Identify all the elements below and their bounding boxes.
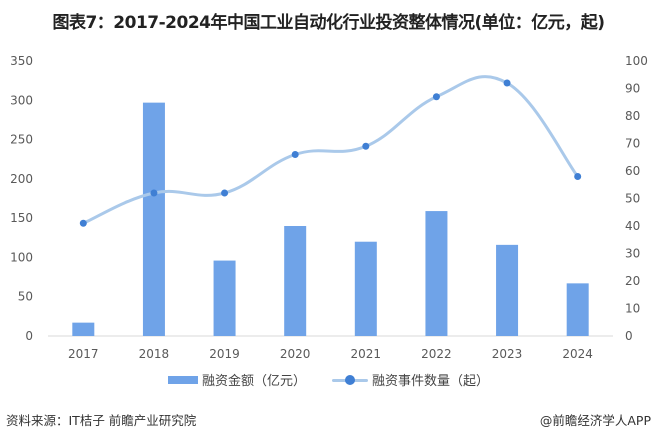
legend-item-bar: 融资金额（亿元） bbox=[167, 370, 306, 389]
x-tick-label: 2019 bbox=[209, 347, 240, 361]
left-tick-label: 100 bbox=[10, 250, 33, 264]
line-marker bbox=[362, 142, 370, 150]
brand-note: @前瞻经济学人APP bbox=[539, 413, 651, 428]
bar bbox=[213, 260, 236, 336]
x-tick-label: 2020 bbox=[280, 347, 311, 361]
right-tick-label: 40 bbox=[625, 219, 640, 233]
x-tick-label: 2024 bbox=[562, 347, 593, 361]
line-swatch-icon bbox=[332, 374, 368, 385]
left-tick-label: 250 bbox=[10, 133, 33, 147]
bar bbox=[566, 283, 589, 336]
bar bbox=[284, 226, 307, 336]
chart-title: 图表7：2017-2024年中国工业自动化行业投资整体情况(单位：亿元，起) bbox=[52, 13, 605, 33]
left-tick-label: 300 bbox=[10, 93, 33, 107]
x-tick-label: 2018 bbox=[139, 347, 170, 361]
left-tick-label: 200 bbox=[10, 172, 33, 186]
bar bbox=[496, 244, 519, 336]
bar-series bbox=[72, 102, 589, 337]
x-tick-label: 2017 bbox=[68, 347, 99, 361]
right-tick-label: 60 bbox=[625, 164, 640, 178]
line-marker bbox=[79, 219, 87, 227]
x-tick-label: 2023 bbox=[492, 347, 523, 361]
bar bbox=[425, 211, 448, 336]
legend-line-label: 融资事件数量（起） bbox=[372, 374, 490, 389]
left-tick-label: 50 bbox=[18, 290, 33, 304]
right-tick-label: 30 bbox=[625, 247, 640, 261]
left-axis-ticks: 0 50 100 150 200 250 300 350 bbox=[10, 54, 33, 343]
right-tick-label: 20 bbox=[625, 274, 640, 288]
bar bbox=[72, 322, 95, 336]
right-tick-label: 50 bbox=[625, 192, 640, 206]
x-axis-ticks: 2017 2018 2019 2020 2021 2022 2023 2024 bbox=[68, 347, 593, 361]
line-marker bbox=[150, 189, 158, 197]
combo-chart: 0 50 100 150 200 250 300 350 0 10 20 30 40 50 60 70 80 9… bbox=[10, 54, 648, 361]
legend-item-line: 融资事件数量（起） bbox=[332, 370, 489, 389]
x-tick-label: 2022 bbox=[421, 347, 452, 361]
bar bbox=[354, 241, 377, 336]
source-note: 资料来源：IT桔子 前瞻产业研究院 bbox=[6, 413, 197, 428]
left-tick-label: 150 bbox=[10, 211, 33, 225]
footer: 资料来源：IT桔子 前瞻产业研究院 @前瞻经济学人APP bbox=[6, 410, 651, 429]
line-marker bbox=[291, 151, 299, 158]
line-marker bbox=[432, 93, 440, 101]
left-tick-label: 350 bbox=[10, 54, 33, 68]
legend-bar-label: 融资金额（亿元） bbox=[201, 374, 306, 389]
line-marker bbox=[221, 189, 229, 197]
right-tick-label: 90 bbox=[625, 82, 640, 96]
right-tick-label: 70 bbox=[625, 137, 640, 151]
right-tick-label: 0 bbox=[625, 329, 633, 343]
x-tick-label: 2021 bbox=[351, 347, 382, 361]
bar bbox=[142, 102, 165, 337]
right-tick-label: 80 bbox=[625, 109, 640, 123]
line-markers bbox=[79, 79, 582, 227]
bar-swatch-icon bbox=[167, 375, 198, 384]
right-tick-label: 10 bbox=[625, 302, 640, 316]
left-tick-label: 0 bbox=[25, 329, 33, 343]
right-axis-ticks: 0 10 20 30 40 50 60 70 80 90 100 bbox=[625, 54, 648, 343]
line-marker bbox=[503, 79, 511, 87]
legend: 融资金额（亿元） 融资事件数量（起） bbox=[0, 370, 657, 389]
right-tick-label: 100 bbox=[625, 54, 648, 68]
line-marker bbox=[574, 173, 582, 180]
